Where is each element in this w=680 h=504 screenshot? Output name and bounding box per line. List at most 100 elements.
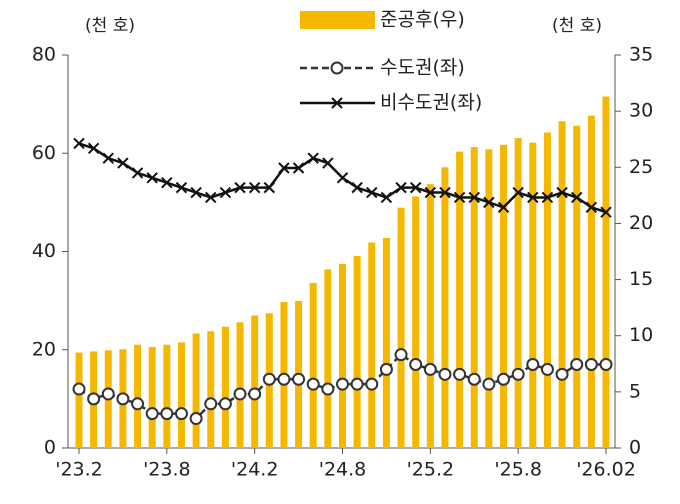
point <box>423 362 437 376</box>
y2-tick-label: 5 <box>629 380 641 402</box>
point <box>160 407 174 421</box>
bar <box>485 149 493 448</box>
point <box>555 367 569 381</box>
point <box>205 191 217 204</box>
point <box>571 191 583 204</box>
point <box>306 377 320 391</box>
bar <box>558 121 566 449</box>
x-tick-label: '23.2 <box>55 459 103 481</box>
bar <box>353 255 361 448</box>
bar <box>148 346 156 448</box>
point <box>409 357 423 371</box>
bar <box>529 142 537 448</box>
legend-swatch <box>300 11 375 29</box>
point <box>365 377 379 391</box>
y2-tick-label: 10 <box>629 324 653 346</box>
point <box>540 362 554 376</box>
bar <box>251 315 259 448</box>
bar <box>236 322 244 448</box>
point <box>146 172 158 184</box>
y2-axis-label: (천 호) <box>552 16 602 36</box>
point <box>116 392 130 406</box>
y2-tick-label: 20 <box>629 212 653 234</box>
point <box>438 367 452 381</box>
bar <box>514 138 522 448</box>
point <box>189 412 203 426</box>
point <box>350 377 364 391</box>
x-tick-label: '24.8 <box>319 459 367 481</box>
point <box>248 387 262 401</box>
y2-tick-label: 30 <box>629 100 653 122</box>
y2-tick-label: 0 <box>629 437 641 459</box>
bar <box>500 144 508 449</box>
point <box>511 367 525 381</box>
x-tick-label: '25.8 <box>494 459 542 481</box>
y-tick-label: 40 <box>32 240 56 262</box>
bar <box>177 342 185 448</box>
bar <box>324 269 332 448</box>
point <box>101 387 115 401</box>
point <box>600 206 612 218</box>
bar <box>426 184 434 448</box>
legend-marker <box>330 61 344 75</box>
point <box>219 186 232 199</box>
point <box>175 181 188 194</box>
point <box>87 142 100 155</box>
bar <box>339 263 346 448</box>
point <box>161 177 173 189</box>
legend-label: 수도권(좌) <box>380 57 465 79</box>
point <box>424 186 437 199</box>
point <box>233 387 247 401</box>
point <box>102 152 114 164</box>
point <box>584 357 598 371</box>
point <box>292 162 305 174</box>
point <box>570 357 584 371</box>
point <box>512 186 524 199</box>
bar <box>75 352 83 448</box>
bar <box>207 331 215 448</box>
point <box>351 181 363 194</box>
bar <box>456 151 464 448</box>
point <box>117 157 129 169</box>
point <box>482 377 496 391</box>
point <box>483 196 495 209</box>
point <box>322 157 334 169</box>
point <box>379 362 393 376</box>
y2-tick-label: 35 <box>629 44 653 66</box>
point <box>453 191 466 204</box>
y-tick-label: 60 <box>32 142 56 164</box>
bar <box>602 96 610 448</box>
point <box>321 382 335 396</box>
y-axis-label: (천 호) <box>85 16 135 36</box>
point <box>409 181 422 194</box>
point <box>72 382 86 396</box>
point <box>526 357 540 371</box>
point <box>467 372 481 386</box>
x-tick-label: '23.8 <box>143 459 191 481</box>
point <box>527 191 539 204</box>
point <box>599 357 613 371</box>
bar <box>441 167 449 449</box>
bar <box>221 326 229 448</box>
point <box>336 172 349 184</box>
point <box>87 392 101 406</box>
point <box>366 186 378 199</box>
point <box>394 348 408 362</box>
bar <box>192 333 200 448</box>
bar <box>368 242 376 448</box>
point <box>541 191 554 204</box>
point <box>263 181 276 194</box>
bar <box>397 207 405 448</box>
legend-label: 준공후(우) <box>380 9 465 31</box>
point <box>262 372 276 386</box>
point <box>277 372 291 386</box>
bar <box>382 238 390 448</box>
point <box>278 162 290 174</box>
point <box>380 191 393 204</box>
y-tick-label: 0 <box>44 437 56 459</box>
point <box>204 397 218 411</box>
point <box>336 377 349 391</box>
point <box>395 181 407 194</box>
point <box>145 407 159 421</box>
